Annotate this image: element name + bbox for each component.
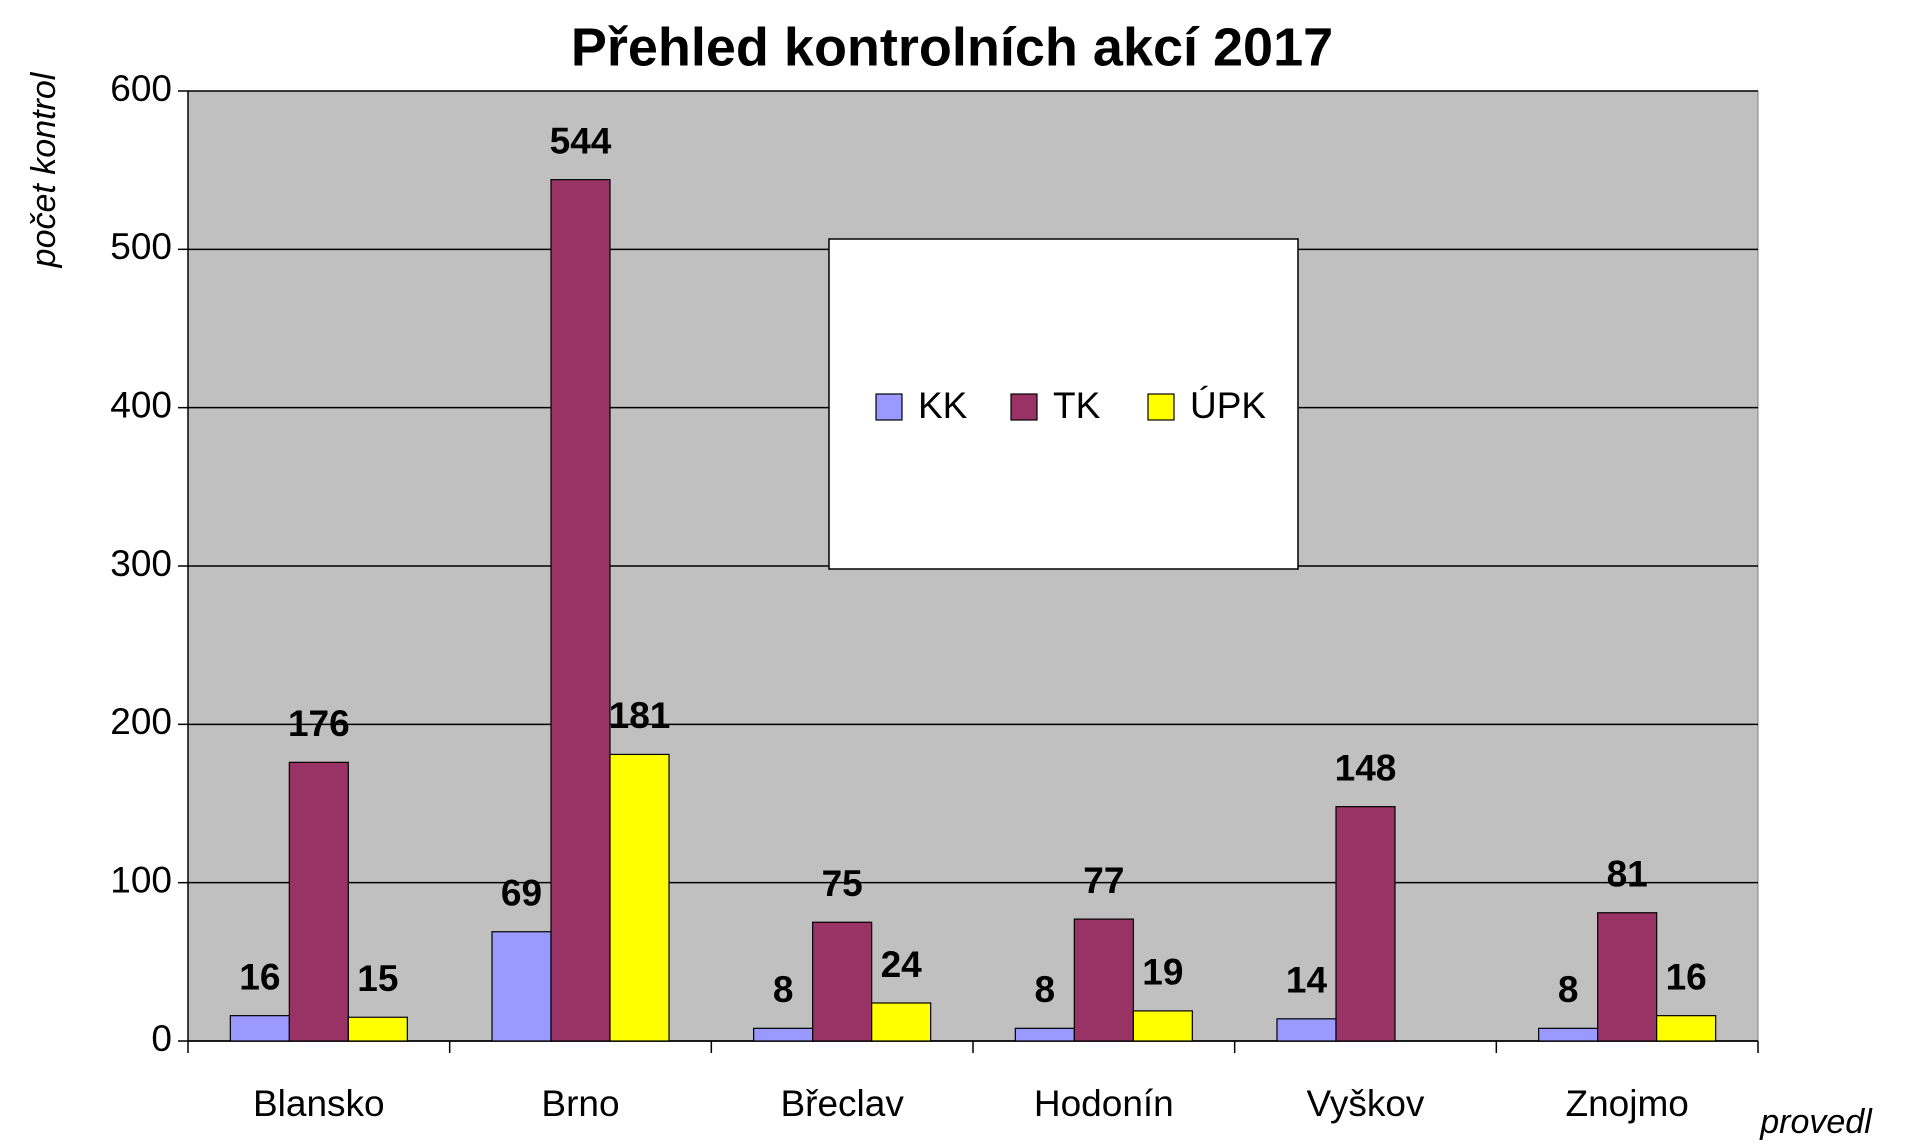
data-label: 8	[1558, 969, 1579, 1010]
y-tick-label: 600	[110, 68, 172, 109]
legend-swatch	[1010, 393, 1038, 421]
y-tick-label: 100	[110, 859, 172, 900]
data-label: 81	[1607, 854, 1648, 895]
legend-label: TK	[1053, 385, 1101, 426]
chart-title: Přehled kontrolních akcí 2017	[571, 17, 1333, 77]
x-tick-label: Blansko	[253, 1083, 385, 1124]
x-tick-label: Znojmo	[1565, 1083, 1688, 1124]
bar	[1132, 1010, 1193, 1042]
bar	[1276, 1018, 1337, 1042]
x-tick-label: Brno	[541, 1083, 619, 1124]
data-label: 15	[357, 958, 398, 999]
legend-swatch	[875, 393, 903, 421]
bar	[1335, 806, 1396, 1042]
y-tick-label: 0	[151, 1018, 172, 1059]
bar	[1656, 1015, 1717, 1042]
bar	[1014, 1027, 1075, 1042]
data-label: 75	[822, 863, 863, 904]
data-label: 8	[773, 969, 794, 1010]
x-tick-label: Vyškov	[1307, 1083, 1425, 1124]
bar	[812, 921, 873, 1042]
y-tick-label: 500	[110, 226, 172, 267]
bar	[550, 179, 611, 1042]
legend-label: KK	[918, 385, 968, 426]
y-axis-label: počet kontrol	[25, 71, 63, 268]
bar	[1538, 1027, 1599, 1042]
y-tick-label: 300	[110, 543, 172, 584]
data-label: 148	[1335, 747, 1397, 788]
data-label: 24	[881, 944, 923, 985]
data-label: 19	[1142, 952, 1183, 993]
data-label: 176	[288, 703, 350, 744]
bar	[753, 1027, 814, 1042]
bar	[347, 1016, 408, 1042]
x-tick-label: Břeclav	[780, 1083, 904, 1124]
legend-label: ÚPK	[1190, 385, 1266, 426]
x-axis-label: provedl	[1759, 1103, 1873, 1141]
y-tick-label: 200	[110, 701, 172, 742]
legend: KK TK ÚPK	[828, 238, 1299, 570]
legend-swatch	[1147, 393, 1175, 421]
data-label: 8	[1035, 969, 1056, 1010]
data-label: 181	[609, 695, 671, 736]
data-label: 77	[1083, 860, 1124, 901]
bar	[871, 1002, 932, 1042]
data-label: 16	[1666, 956, 1707, 997]
bar	[609, 753, 670, 1042]
data-label: 69	[501, 873, 542, 914]
data-label: 14	[1286, 960, 1328, 1001]
data-label: 544	[550, 120, 612, 161]
data-label: 16	[239, 956, 280, 997]
y-tick-label: 400	[110, 384, 172, 425]
x-tick-label: Hodonín	[1034, 1083, 1174, 1124]
bar	[229, 1015, 290, 1042]
bar	[1073, 918, 1134, 1042]
bar	[1597, 912, 1658, 1042]
bar	[491, 931, 552, 1042]
bar	[288, 761, 349, 1042]
legend-box	[828, 238, 1299, 570]
